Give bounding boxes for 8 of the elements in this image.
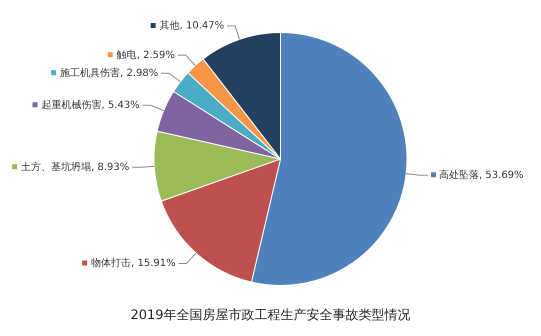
legend-label: 土方、基坑坍塌, 8.93% bbox=[21, 160, 130, 173]
legend-label: 高处坠落, 53.69% bbox=[439, 168, 524, 181]
legend-label: 触电, 2.59% bbox=[116, 48, 175, 61]
legend-label: 施工机具伤害, 2.98% bbox=[60, 66, 158, 79]
text: 2019年全国房屋市政工程生产安全事故类型情况 bbox=[129, 307, 412, 324]
legend-label: 其他, 10.47% bbox=[160, 20, 224, 32]
legend-label: 物体打击, 15.91% bbox=[91, 257, 176, 270]
legend-label: 起重机械伤害, 5.43% bbox=[42, 98, 140, 111]
